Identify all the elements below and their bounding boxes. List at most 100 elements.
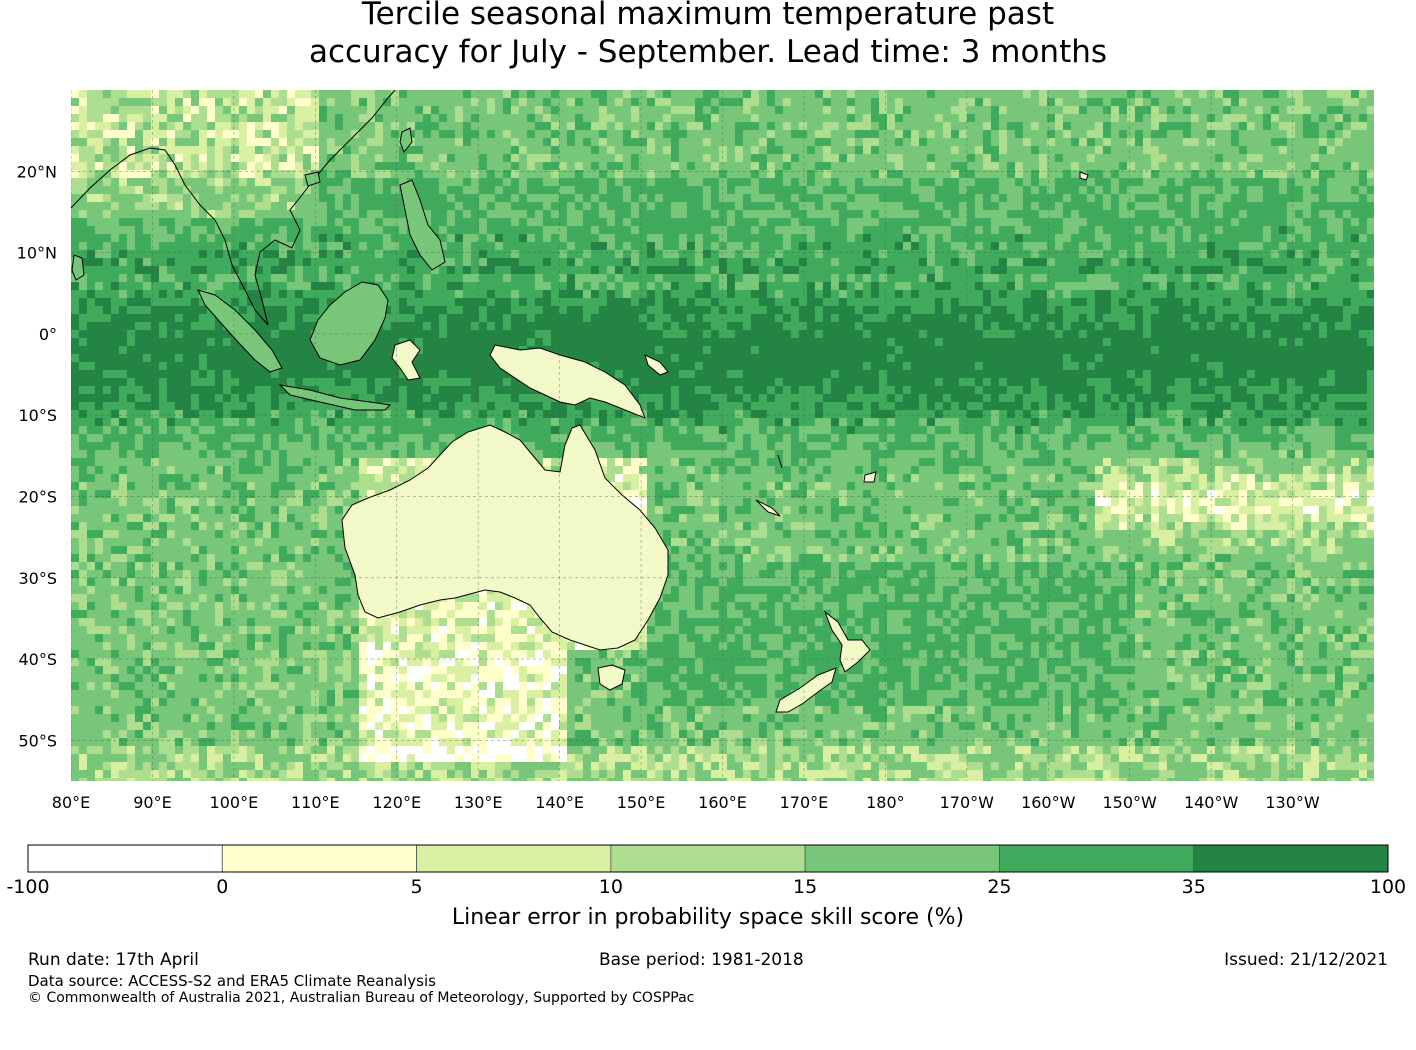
skill-cell [335, 554, 343, 562]
skill-cell [351, 634, 359, 642]
skill-cell [455, 698, 463, 706]
skill-cell [271, 554, 279, 562]
skill-cell [423, 730, 431, 738]
skill-cell [511, 234, 519, 242]
skill-cell [583, 698, 591, 706]
skill-cell [519, 98, 527, 106]
skill-cell [703, 362, 711, 370]
skill-cell [551, 714, 559, 722]
skill-cell [175, 122, 183, 130]
skill-cell [567, 762, 575, 770]
skill-cell [247, 306, 255, 314]
skill-cell [279, 554, 287, 562]
skill-cell [687, 626, 695, 634]
skill-cell [103, 402, 111, 410]
skill-cell [415, 106, 423, 114]
skill-cell [535, 250, 543, 258]
skill-cell [527, 274, 535, 282]
skill-cell [279, 402, 287, 410]
skill-cell [599, 434, 607, 442]
skill-cell [703, 442, 711, 450]
skill-cell [647, 426, 655, 434]
skill-cell [511, 650, 519, 658]
skill-cell [327, 266, 335, 274]
skill-cell [255, 306, 263, 314]
skill-cell [351, 714, 359, 722]
skill-cell [343, 658, 351, 666]
skill-cell [727, 226, 735, 234]
skill-cell [647, 186, 655, 194]
skill-cell [687, 234, 695, 242]
skill-cell [663, 490, 671, 498]
skill-cell [223, 410, 231, 418]
skill-cell [719, 610, 727, 618]
skill-cell [631, 762, 639, 770]
skill-cell [615, 346, 623, 354]
skill-cell [367, 690, 375, 698]
skill-cell [511, 242, 519, 250]
skill-cell [119, 450, 127, 458]
skill-cell [207, 386, 215, 394]
skill-cell [175, 90, 183, 98]
skill-cell [495, 762, 503, 770]
skill-cell [231, 714, 239, 722]
skill-cell [719, 442, 727, 450]
skill-cell [575, 658, 583, 666]
skill-cell [343, 506, 351, 514]
skill-cell [255, 170, 263, 178]
skill-cell [511, 410, 519, 418]
skill-cell [319, 410, 327, 418]
skill-cell [231, 194, 239, 202]
skill-cell [151, 642, 159, 650]
skill-cell [703, 290, 711, 298]
skill-cell [703, 266, 711, 274]
skill-cell [111, 530, 119, 538]
skill-cell [367, 626, 375, 634]
skill-cell [527, 634, 535, 642]
skill-cell [487, 666, 495, 674]
skill-cell [95, 562, 103, 570]
skill-cell [719, 98, 727, 106]
skill-cell [655, 266, 663, 274]
skill-cell [431, 610, 439, 618]
skill-cell [191, 522, 199, 530]
skill-cell [159, 410, 167, 418]
skill-cell [327, 274, 335, 282]
skill-cell [255, 370, 263, 378]
skill-cell [487, 778, 495, 781]
skill-cell [135, 322, 143, 330]
skill-cell [679, 290, 687, 298]
skill-cell [543, 746, 551, 754]
skill-cell [287, 402, 295, 410]
skill-cell [87, 258, 95, 266]
skill-cell [479, 698, 487, 706]
skill-cell [87, 394, 95, 402]
skill-cell [679, 186, 687, 194]
skill-cell [175, 498, 183, 506]
skill-cell [423, 410, 431, 418]
skill-cell [623, 322, 631, 330]
skill-cell [695, 314, 703, 322]
skill-cell [687, 106, 695, 114]
skill-cell [111, 250, 119, 258]
skill-cell [103, 138, 111, 146]
skill-cell [431, 714, 439, 722]
skill-cell [695, 634, 703, 642]
skill-cell [495, 594, 503, 602]
skill-cell [359, 738, 367, 746]
skill-cell [687, 770, 695, 778]
skill-cell [79, 394, 87, 402]
skill-cell [327, 610, 335, 618]
skill-cell [327, 418, 335, 426]
skill-cell [471, 298, 479, 306]
skill-cell [631, 194, 639, 202]
skill-cell [119, 130, 127, 138]
skill-cell [415, 602, 423, 610]
skill-cell [103, 306, 111, 314]
skill-cell [191, 346, 199, 354]
skill-cell [183, 402, 191, 410]
skill-cell [191, 506, 199, 514]
skill-cell [607, 434, 615, 442]
skill-cell [231, 738, 239, 746]
skill-cell [703, 90, 711, 98]
